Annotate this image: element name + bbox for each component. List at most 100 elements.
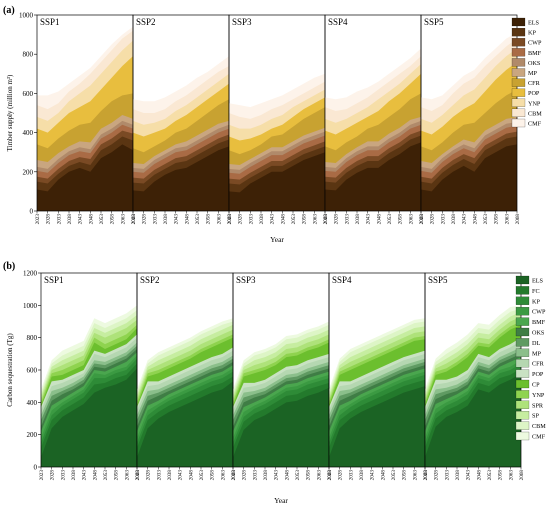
- x-tick-label: 2068: [519, 470, 525, 481]
- legend-label: POP: [532, 371, 544, 378]
- area-els: [421, 144, 517, 211]
- subplot-ssp1: SSP1 2023 2028 2033 2038 2043 2048 2053 2058 2063…: [35, 14, 137, 225]
- x-tick-label: 2053: [291, 214, 297, 225]
- panel-b: (b) Carbon sequestration (Tg) 0 200 400 600 80…: [3, 261, 546, 505]
- x-tick-label: 2028: [46, 214, 52, 225]
- x-tick-label: 2048: [472, 214, 478, 225]
- legend-swatch: [511, 48, 526, 57]
- x-tick-label: 2068: [231, 470, 237, 481]
- y-tick-label: 1200: [23, 270, 38, 278]
- legend-swatch: [511, 118, 526, 128]
- subplot-ssp5: SSP5 2023 2028 2033 2038 2043 2048 2053 2058 2063…: [419, 14, 521, 225]
- y-tick-label: 200: [23, 168, 34, 176]
- legend-swatch: [515, 369, 530, 378]
- legend-swatch: [515, 400, 530, 409]
- legend-swatch: [515, 359, 530, 368]
- legend-swatch: [511, 28, 526, 37]
- x-tick-label: 2058: [306, 470, 312, 481]
- x-axis-label: Year: [270, 235, 284, 244]
- legend-swatch: [511, 108, 526, 118]
- x-tick-label: 2053: [295, 470, 301, 481]
- area-els: [329, 386, 425, 467]
- y-tick-label: 400: [23, 129, 34, 137]
- x-tick-label: 2023: [323, 214, 329, 225]
- legend-label: CFR: [528, 80, 541, 87]
- x-tick-label: 2038: [259, 214, 265, 225]
- x-tick-label: 2028: [430, 214, 436, 225]
- legend-swatch: [515, 421, 530, 430]
- subplot-ssp4: SSP4 2023 2028 2033 2038 2043 2048 2053 2058 2063…: [327, 272, 429, 481]
- legend-swatch: [515, 307, 530, 316]
- x-tick-label: 2023: [327, 470, 333, 481]
- legend-swatch: [515, 275, 530, 285]
- x-tick-label: 2063: [408, 214, 414, 225]
- x-tick-label: 2038: [359, 470, 365, 481]
- x-tick-label: 2063: [508, 470, 514, 481]
- legend-swatch: [515, 286, 530, 295]
- area-els: [325, 142, 421, 211]
- x-tick-label: 2038: [455, 470, 461, 481]
- area-els: [233, 387, 329, 467]
- subplot-ssp2: SSP2 2023 2028 2033 2038 2043 2048 2053 2058 2063…: [131, 14, 233, 225]
- legend-label: POP: [528, 90, 540, 97]
- scenario-label: SSP2: [136, 17, 156, 27]
- x-tick-label: 2068: [323, 214, 329, 225]
- legend-label: CBM: [528, 110, 542, 117]
- y-tick-label: 1000: [23, 302, 38, 310]
- legend-swatch: [515, 338, 530, 347]
- x-tick-label: 2028: [50, 470, 56, 481]
- legend-label: SP: [532, 413, 539, 420]
- x-tick-label: 2023: [423, 470, 429, 481]
- legend-swatch: [511, 38, 526, 47]
- x-tick-label: 2058: [402, 470, 408, 481]
- panel-a: (a) Timber supply (million m³) 0 200 400 600 8…: [3, 5, 542, 244]
- x-tick-label: 2048: [92, 470, 98, 481]
- y-axis-label: Timber supply (million m³): [6, 74, 14, 151]
- x-tick-label: 2028: [334, 214, 340, 225]
- x-tick-label: 2028: [338, 470, 344, 481]
- area-els: [133, 146, 229, 211]
- y-axis-label: Carbon sequestration (Tg): [6, 333, 14, 407]
- legend-label: ELS: [528, 20, 540, 27]
- legend-swatch: [515, 296, 530, 305]
- x-tick-label: 2053: [387, 214, 393, 225]
- scenario-label: SSP4: [328, 17, 348, 27]
- legend-label: KP: [532, 298, 540, 305]
- y-tick-label: 200: [27, 431, 38, 439]
- x-tick-label: 2068: [131, 214, 137, 225]
- subplot-ssp4: SSP4 2023 2028 2033 2038 2043 2048 2053 2058 2063…: [323, 14, 425, 225]
- x-tick-label: 2063: [316, 470, 322, 481]
- x-tick-label: 2043: [82, 470, 88, 481]
- legend-label: MP: [528, 70, 538, 77]
- x-tick-label: 2048: [380, 470, 386, 481]
- x-tick-label: 2033: [440, 214, 446, 225]
- legend-label: CP: [532, 382, 540, 389]
- x-tick-label: 2063: [312, 214, 318, 225]
- legend-label: CBM: [532, 423, 546, 430]
- subplot-ssp3: SSP3 2023 2028 2033 2038 2043 2048 2053 2058 2063…: [227, 14, 329, 225]
- x-tick-label: 2063: [220, 470, 226, 481]
- legend-label: MP: [532, 350, 542, 357]
- x-tick-label: 2048: [88, 214, 94, 225]
- legend-label: BMF: [528, 50, 542, 57]
- legend-label: BMF: [532, 319, 546, 326]
- x-tick-label: 2023: [131, 214, 137, 225]
- legend-swatch: [515, 348, 530, 357]
- x-tick-label: 2033: [444, 470, 450, 481]
- legend-swatch: [515, 379, 530, 389]
- x-tick-label: 2038: [163, 214, 169, 225]
- y-tick-label: 800: [23, 51, 34, 59]
- x-tick-label: 2033: [56, 214, 62, 225]
- y-tick-label: 1000: [19, 12, 34, 20]
- x-tick-label: 2023: [135, 470, 141, 481]
- x-tick-label: 2038: [71, 470, 77, 481]
- x-tick-label: 2033: [156, 470, 162, 481]
- scenario-label: SSP5: [428, 275, 448, 285]
- x-tick-label: 2058: [498, 470, 504, 481]
- legend-swatch: [511, 17, 526, 27]
- area-els: [41, 368, 137, 467]
- x-tick-label: 2028: [242, 470, 248, 481]
- legend-label: OKS: [528, 60, 541, 67]
- scenario-label: SSP5: [424, 17, 444, 27]
